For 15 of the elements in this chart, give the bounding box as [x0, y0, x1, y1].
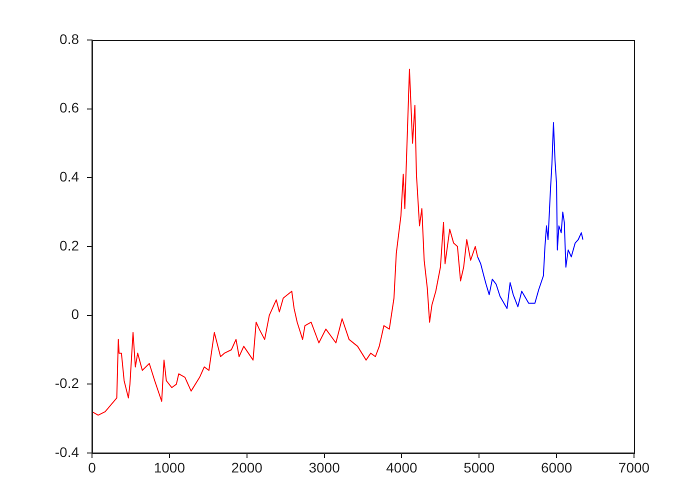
x-tick-label: 6000	[540, 459, 572, 476]
y-tick-label: 0.2	[60, 237, 80, 254]
y-tick-label: 0.8	[60, 30, 80, 47]
x-tick-label: 2000	[231, 459, 263, 476]
x-tick-label: 4000	[386, 459, 418, 476]
y-tick-label: 0.4	[60, 168, 80, 185]
y-tick-label: -0.2	[54, 375, 80, 392]
y-tick-label: 0.6	[60, 100, 80, 116]
x-tick-label: 1000	[154, 459, 186, 476]
x-tick-label: 5000	[464, 459, 495, 476]
x-tick-label: 0	[88, 459, 96, 476]
x-tick-label: 7000	[618, 459, 650, 476]
x-tick-label: 3000	[308, 459, 340, 476]
y-tick-label: 0	[71, 306, 80, 322]
y-tick-label: -0.4	[54, 444, 80, 460]
